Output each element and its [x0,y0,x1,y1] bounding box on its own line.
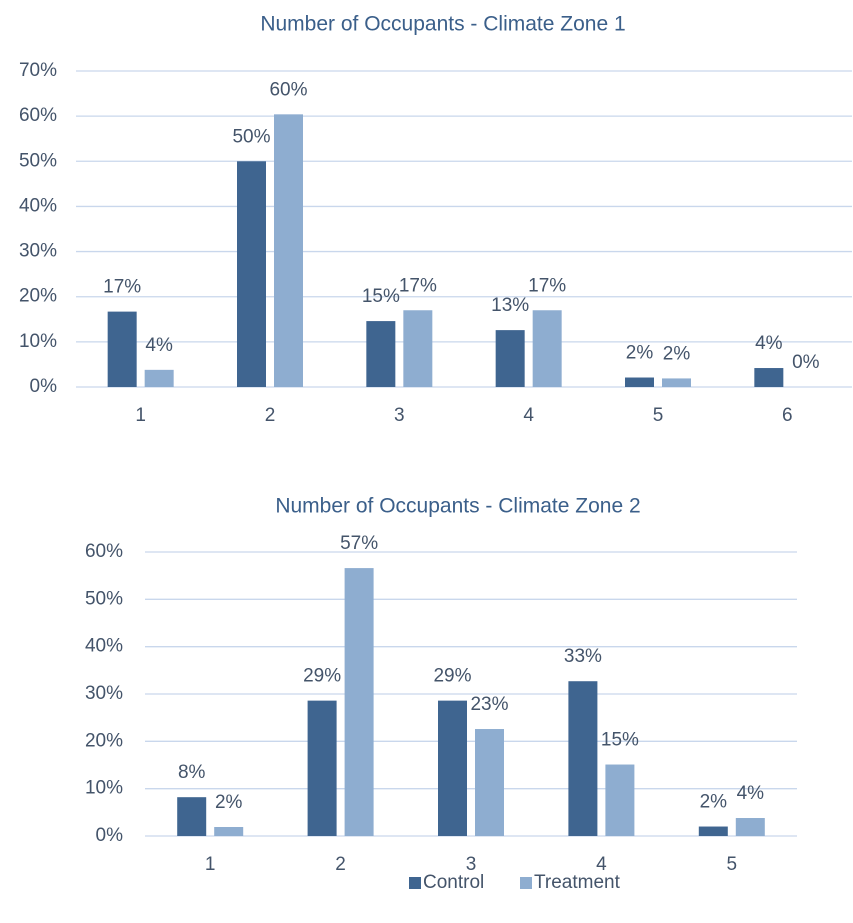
value-label: 4% [755,333,783,354]
bar [307,700,337,836]
x-tick-label: 1 [205,854,216,875]
value-label: 60% [269,79,307,100]
value-label: 23% [470,694,508,715]
bar [107,311,137,387]
value-label: 15% [362,286,400,307]
y-tick-label: 0% [96,825,124,846]
bar [625,377,654,387]
value-label: 2% [663,343,691,364]
bar [698,826,728,836]
y-tick-label: 70% [19,60,57,81]
value-label: 29% [433,666,471,687]
bar [177,797,207,836]
legend-swatch [520,877,532,889]
bar [662,378,691,387]
bar [568,681,598,836]
y-tick-label: 50% [19,150,57,171]
value-label: 8% [178,762,206,783]
y-tick-label: 10% [85,778,123,799]
value-label: 29% [303,666,341,687]
value-label: 15% [601,730,639,751]
x-tick-label: 6 [782,405,793,426]
y-tick-label: 50% [85,588,123,609]
bar [144,369,174,387]
bar [735,818,765,836]
value-label: 50% [232,126,270,147]
bar [366,321,396,387]
y-tick-label: 0% [30,376,58,397]
bar [605,764,635,836]
value-label: 4% [737,783,765,804]
y-tick-label: 60% [19,105,57,126]
bar [475,729,504,836]
bar [214,827,244,836]
bar [438,700,467,836]
legend-swatch [409,877,421,889]
value-label: 2% [215,792,243,813]
chart-title: Number of Occupants - Climate Zone 2 [275,495,640,518]
bar [532,310,562,387]
x-tick-label: 5 [727,854,738,875]
value-label: 17% [399,275,437,296]
y-tick-label: 30% [19,241,57,262]
legend-label: Treatment [534,872,621,893]
x-tick-label: 5 [653,405,664,426]
y-tick-label: 10% [19,331,57,352]
value-label: 4% [145,335,173,356]
value-label: 13% [491,295,529,316]
y-tick-label: 20% [19,286,57,307]
value-label: 0% [792,352,820,373]
value-label: 17% [528,275,566,296]
value-label: 57% [340,533,378,554]
bar [495,330,525,387]
bar [237,161,266,387]
x-tick-label: 3 [466,854,477,875]
x-tick-label: 3 [394,405,405,426]
value-label: 2% [626,343,654,364]
x-tick-label: 4 [596,854,607,875]
chart-title: Number of Occupants - Climate Zone 1 [260,13,625,36]
x-tick-label: 2 [265,405,276,426]
legend-label: Control [423,872,484,893]
bar [344,568,374,836]
y-tick-label: 20% [85,730,123,751]
y-tick-label: 40% [85,636,123,657]
value-label: 2% [700,792,728,813]
y-tick-label: 60% [85,541,123,562]
bar [403,310,433,387]
bar [754,368,784,387]
x-tick-label: 1 [135,405,146,426]
x-tick-label: 2 [335,854,346,875]
value-label: 33% [564,646,602,667]
y-tick-label: 40% [19,195,57,216]
y-tick-label: 30% [85,683,123,704]
value-label: 17% [103,277,141,298]
x-tick-label: 4 [523,405,534,426]
bar [274,114,303,387]
